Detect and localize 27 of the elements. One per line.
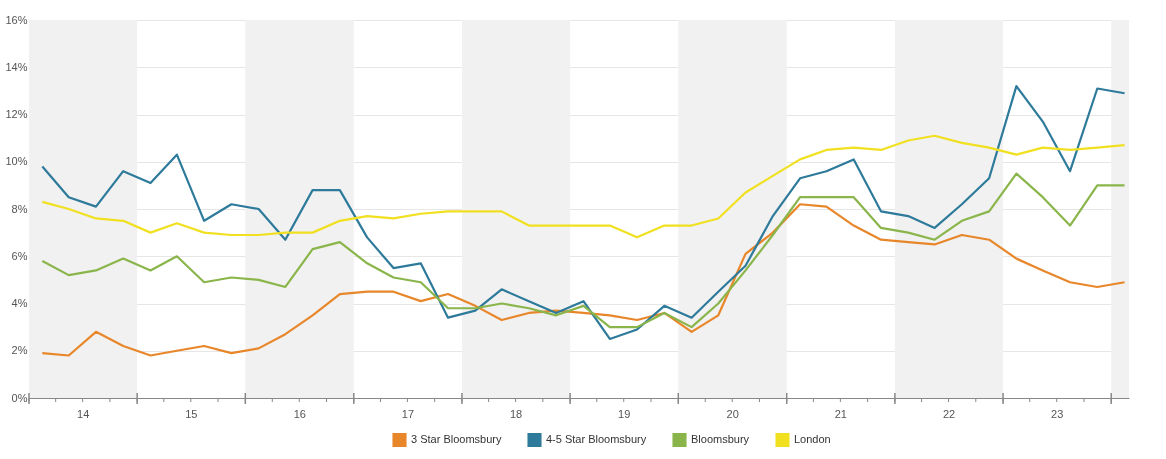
line-series [41,203,1126,357]
x-tick-label: 20 [726,407,739,420]
y-tick-label: 10% [5,155,28,168]
y-tick-label: 8% [11,202,28,215]
x-tick-label: 17 [401,407,415,420]
x-tick-label: 22 [942,407,956,420]
legend-label: 4-5 Star Bloomsbury [546,432,647,445]
x-tick-label: 21 [834,407,847,420]
y-tick-label: 12% [5,108,28,120]
line-series [41,172,1126,329]
x-tick-label: 14 [77,407,90,420]
y-tick-label: 16% [5,13,28,26]
x-tick-label: 23 [1051,407,1064,420]
y-tick-label: 0% [11,391,28,404]
x-tick-label: 15 [185,407,198,420]
x-tick-label: 16 [293,407,306,420]
y-tick-label: 2% [11,344,28,357]
y-tick-label: 4% [11,297,28,309]
legend-label: London [794,432,831,445]
x-tick-label: 18 [509,407,523,420]
y-tick-label: 6% [11,249,28,262]
line-series [41,85,1126,341]
y-tick-label: 14% [5,60,28,73]
legend-label: Bloomsbury [691,432,750,445]
legend-label: 3 Star Bloomsbury [411,432,502,445]
line-series [41,134,1126,239]
x-tick-label: 19 [618,407,631,420]
